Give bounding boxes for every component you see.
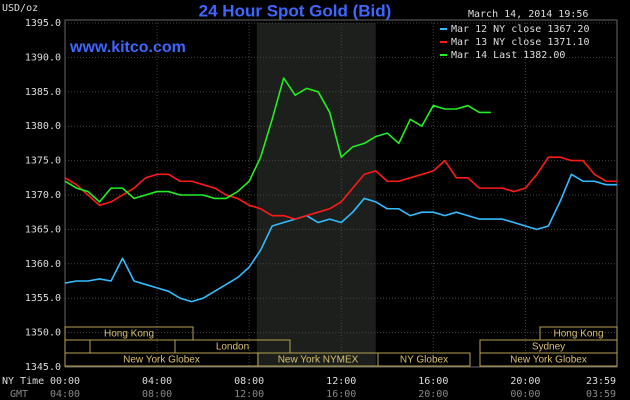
chart-title: 24 Hour Spot Gold (Bid) xyxy=(199,1,392,20)
y-tick-label: 1355.0 xyxy=(25,293,61,304)
x-tick-label: 00:00 xyxy=(50,376,80,387)
x2-tick-label: 12:00 xyxy=(234,389,264,400)
session-label: Hong Kong xyxy=(104,329,154,340)
x-tick-label: 12:00 xyxy=(326,376,356,387)
y-tick-label: 1380.0 xyxy=(25,121,61,132)
x-tick-label: 20:00 xyxy=(510,376,540,387)
session-label: New York NYMEX xyxy=(278,355,359,366)
y-tick-label: 1345.0 xyxy=(25,362,61,373)
legend-label: Mar 12 NY close 1367.20 xyxy=(451,24,589,35)
x2-tick-label: 20:00 xyxy=(418,389,448,400)
legend-label: Mar 13 NY close 1371.10 xyxy=(451,37,589,48)
session-box xyxy=(539,326,618,341)
session-box xyxy=(64,339,91,354)
x2-tick-label: 08:00 xyxy=(142,389,172,400)
x-tick-label: 23:59 xyxy=(586,376,616,387)
session-label: NY Globex xyxy=(400,355,448,366)
x2-tick-label: 16:00 xyxy=(326,389,356,400)
legend-label: Mar 14 Last 1382.00 xyxy=(451,50,565,61)
x-tick-label: 16:00 xyxy=(418,376,448,387)
timestamp: March 14, 2014 19:56 xyxy=(468,9,588,20)
session-highlight xyxy=(256,23,376,367)
session-box xyxy=(479,352,618,367)
x2-axis-label: GMT xyxy=(10,389,28,400)
unit-label: USD/oz xyxy=(2,3,38,14)
y-tick-label: 1370.0 xyxy=(25,190,61,201)
x2-tick-label: 00:00 xyxy=(510,389,540,400)
session-label: London xyxy=(216,342,249,353)
session-box xyxy=(64,326,194,341)
y-tick-label: 1350.0 xyxy=(25,328,61,339)
session-box xyxy=(377,352,471,367)
session-label: Hong Kong xyxy=(553,329,603,340)
x2-tick-label: 03:59 xyxy=(586,389,616,400)
y-tick-label: 1395.0 xyxy=(25,18,61,29)
x-axis-label: NY Time xyxy=(2,376,44,387)
session-label: Sydney xyxy=(532,342,565,353)
y-tick-label: 1375.0 xyxy=(25,156,61,167)
x2-tick-label: 04:00 xyxy=(50,389,80,400)
plot-frame xyxy=(64,19,618,368)
x-tick-label: 08:00 xyxy=(234,376,264,387)
site-label: www.kitco.com xyxy=(69,39,186,56)
y-tick-label: 1385.0 xyxy=(25,87,61,98)
series-line xyxy=(64,173,617,303)
y-tick-label: 1390.0 xyxy=(25,52,61,63)
session-label: New York Globex xyxy=(123,355,200,366)
series-line xyxy=(64,156,617,220)
series-line xyxy=(64,77,491,203)
y-tick-label: 1360.0 xyxy=(25,259,61,270)
y-tick-label: 1365.0 xyxy=(25,224,61,235)
session-label: New York Globex xyxy=(510,355,587,366)
x-tick-label: 04:00 xyxy=(142,376,172,387)
